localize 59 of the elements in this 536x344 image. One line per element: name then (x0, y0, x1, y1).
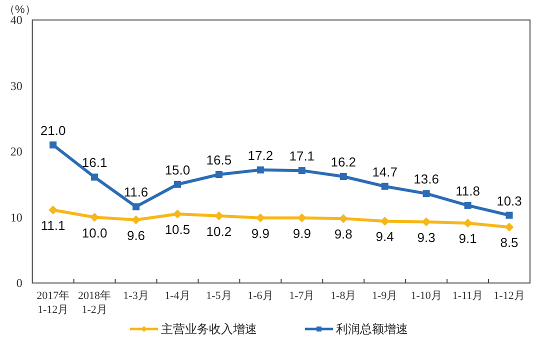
x-tick-label: 1-5月 (206, 290, 232, 302)
data-label: 8.5 (500, 235, 518, 250)
data-label: 10.5 (164, 222, 190, 237)
x-tick-label: 1-3月 (123, 290, 149, 302)
point (132, 215, 141, 224)
point (298, 167, 306, 174)
x-tick-label: 1-9月 (372, 290, 398, 302)
data-label: 9.4 (376, 229, 394, 244)
x-tick-label: 1-7月 (289, 290, 315, 302)
point (91, 174, 98, 181)
x-tick-label: 1-4月 (164, 290, 190, 302)
x-tick-label: 1-12月 (494, 290, 525, 302)
data-label: 9.1 (458, 231, 477, 246)
point (504, 222, 514, 232)
data-label: 13.6 (414, 172, 439, 187)
point (381, 182, 388, 190)
data-label: 9.9 (251, 226, 270, 241)
x-tick-label: 1-6月 (248, 290, 274, 302)
point (256, 166, 264, 174)
data-label: 15.0 (164, 162, 190, 178)
data-label: 10.2 (206, 224, 232, 239)
data-label: 9.6 (126, 228, 146, 243)
data-label: 10.0 (82, 225, 108, 240)
y-axis-title: （%） (4, 4, 36, 16)
legend-label: 利润总额增速 (336, 322, 408, 336)
x-tick-label: 1-8月 (330, 290, 356, 302)
y-tick-label: 30 (10, 78, 22, 93)
data-label: 16.2 (330, 154, 356, 170)
data-label: 17.2 (248, 148, 274, 163)
point (506, 212, 513, 219)
point (174, 180, 181, 188)
point (422, 190, 430, 198)
point (50, 141, 57, 148)
y-tick-label: 10 (10, 210, 22, 224)
legend-label: 主营业务收入增速 (161, 322, 257, 336)
data-label: 16.5 (206, 152, 232, 168)
data-label: 11.6 (124, 184, 148, 200)
x-tick-label: 2018年 1-2月 (78, 290, 112, 316)
data-label: 9.8 (334, 226, 352, 242)
y-tick-label: 20 (10, 144, 22, 158)
data-label: 9.3 (417, 230, 436, 245)
data-label: 14.7 (372, 164, 398, 180)
data-label: 10.3 (496, 193, 522, 208)
y-tick-label: 40 (10, 13, 22, 27)
x-tick-label: 1-11月 (452, 290, 484, 302)
point (48, 206, 58, 215)
data-label: 9.9 (292, 226, 311, 241)
data-label: 11.8 (456, 183, 480, 198)
data-label: 11.1 (40, 218, 66, 234)
y-tick-label: 0 (16, 276, 22, 290)
data-label: 16.1 (82, 155, 108, 170)
x-tick-label: 1-10月 (410, 290, 442, 302)
data-label: 21.0 (40, 122, 66, 138)
x-tick-label: 2017年 1-12月 (36, 290, 70, 316)
point (340, 172, 347, 180)
point (132, 203, 140, 210)
point (464, 202, 472, 209)
point (215, 171, 222, 178)
data-label: 17.1 (289, 148, 315, 164)
